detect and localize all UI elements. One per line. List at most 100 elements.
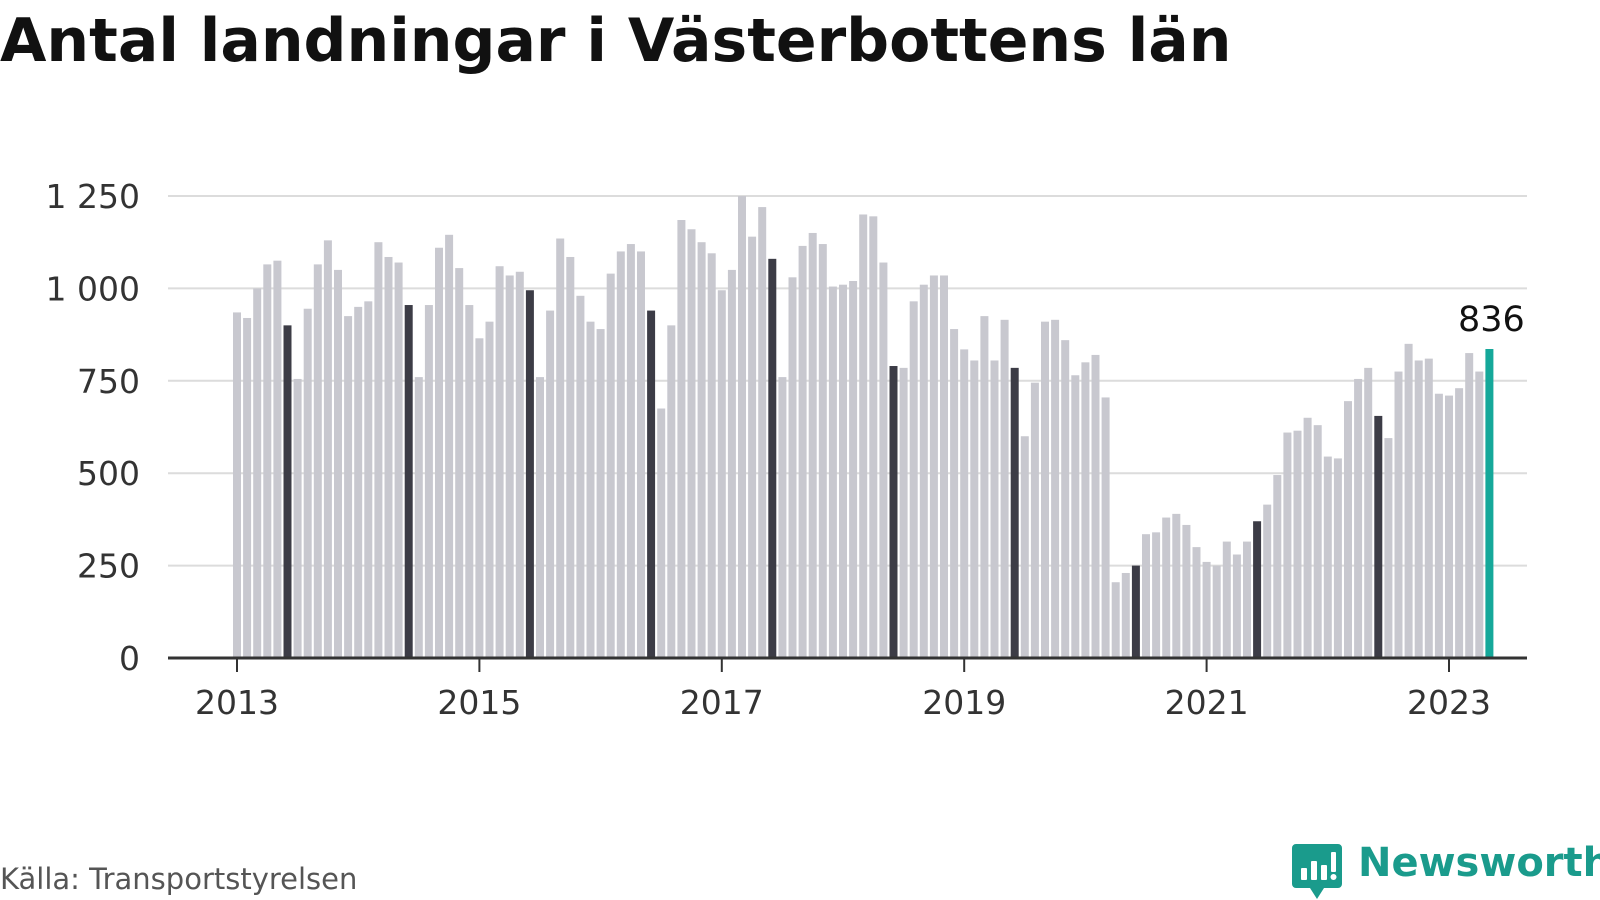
y-tick-label: 1 000: [46, 269, 140, 308]
bar: [808, 232, 817, 658]
bar-highlight: [525, 290, 534, 658]
bar: [859, 214, 868, 659]
bar: [364, 301, 373, 658]
bar: [1303, 417, 1312, 658]
bar: [1202, 561, 1211, 658]
bar: [849, 281, 858, 658]
bar: [505, 275, 514, 658]
bar-highlight: [1374, 415, 1383, 658]
bar: [1455, 388, 1464, 658]
bar: [606, 273, 615, 658]
bar: [748, 236, 757, 658]
bars: [233, 196, 1494, 659]
bar-highlight: [404, 305, 413, 658]
chart-title: Antal landningar i Västerbottens län: [0, 6, 1232, 76]
source-note: Källa: Transportstyrelsen: [0, 862, 358, 896]
bar: [869, 216, 878, 658]
bar: [374, 242, 383, 658]
bar: [929, 275, 938, 658]
x-tick-label: 2019: [922, 683, 1006, 722]
y-tick-label: 750: [77, 362, 140, 401]
bar: [243, 317, 252, 658]
bar: [1051, 319, 1060, 658]
bar: [1344, 401, 1352, 658]
bar: [293, 378, 302, 658]
bar: [1212, 565, 1221, 658]
bar: [1465, 353, 1474, 658]
data-labels: 836: [1458, 300, 1525, 340]
bar: [323, 240, 332, 658]
bar: [1020, 436, 1029, 658]
y-tick-label: 0: [119, 639, 140, 678]
bar: [828, 286, 837, 658]
bar: [1394, 371, 1403, 658]
bar: [576, 295, 585, 658]
bar: [677, 220, 686, 658]
bar: [435, 247, 443, 659]
bar: [1283, 432, 1292, 658]
axes: 0 250 500 750 1 000 1 250 2013 2015 2017 2019 2021…: [46, 177, 1527, 722]
bar: [424, 305, 433, 658]
bar: [758, 207, 767, 658]
bar: [990, 360, 999, 658]
y-tick-label: 500: [77, 454, 140, 493]
bar: [1071, 375, 1080, 658]
bar: [687, 229, 696, 658]
bar: [233, 312, 241, 658]
bar: [354, 306, 363, 658]
bar: [586, 321, 595, 658]
bar: [455, 268, 464, 658]
bar-highlight: [768, 258, 777, 658]
bar: [717, 290, 726, 658]
bar: [1354, 378, 1363, 658]
bar: [1101, 397, 1110, 658]
bar: [1263, 504, 1272, 658]
bar: [1232, 554, 1241, 658]
bar-highlight: [889, 366, 898, 658]
bar: [909, 301, 918, 658]
bar: [1313, 425, 1322, 658]
y-tick-label: 1 250: [46, 177, 140, 216]
bar: [879, 262, 888, 658]
bar: [1414, 360, 1423, 658]
bar: [596, 329, 605, 658]
bar: [727, 269, 736, 658]
bar: [273, 260, 282, 658]
bar: [263, 264, 272, 658]
bar: [1172, 513, 1181, 658]
bar: [475, 338, 484, 658]
bar: [1243, 541, 1251, 658]
bar: [465, 305, 474, 658]
bar: [515, 271, 524, 658]
bar: [546, 310, 555, 658]
bar: [414, 377, 423, 658]
bar: [1030, 382, 1039, 658]
bar: [980, 316, 989, 658]
bar: [1364, 367, 1373, 658]
bar: [960, 349, 969, 658]
bar-highlight: [283, 325, 292, 658]
bar: [344, 316, 353, 658]
bar: [1081, 362, 1090, 658]
bar: [707, 253, 716, 659]
bar: [697, 242, 706, 658]
bar: [536, 377, 544, 658]
brand-name: Newsworthy: [1358, 840, 1600, 886]
bar: [495, 266, 504, 658]
bar: [566, 256, 575, 658]
bar: [334, 269, 342, 658]
bar: [1041, 321, 1049, 658]
newsworthy-logo[interactable]: Newsworthy: [1292, 836, 1600, 900]
latest-value-label: 836: [1458, 300, 1525, 340]
bar: [1222, 541, 1231, 658]
bar: [657, 408, 666, 658]
bar-highlight: [647, 310, 656, 658]
x-tick-label: 2013: [195, 683, 279, 722]
bar: [778, 377, 787, 658]
bar: [1091, 354, 1100, 658]
bar: [1162, 517, 1171, 658]
bar: [637, 251, 645, 658]
bar: [1293, 430, 1302, 658]
bar: [970, 360, 979, 658]
